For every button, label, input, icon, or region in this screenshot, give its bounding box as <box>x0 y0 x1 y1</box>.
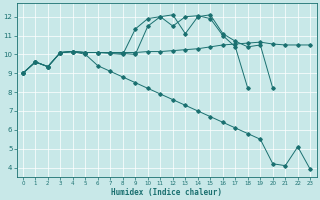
X-axis label: Humidex (Indice chaleur): Humidex (Indice chaleur) <box>111 188 222 197</box>
